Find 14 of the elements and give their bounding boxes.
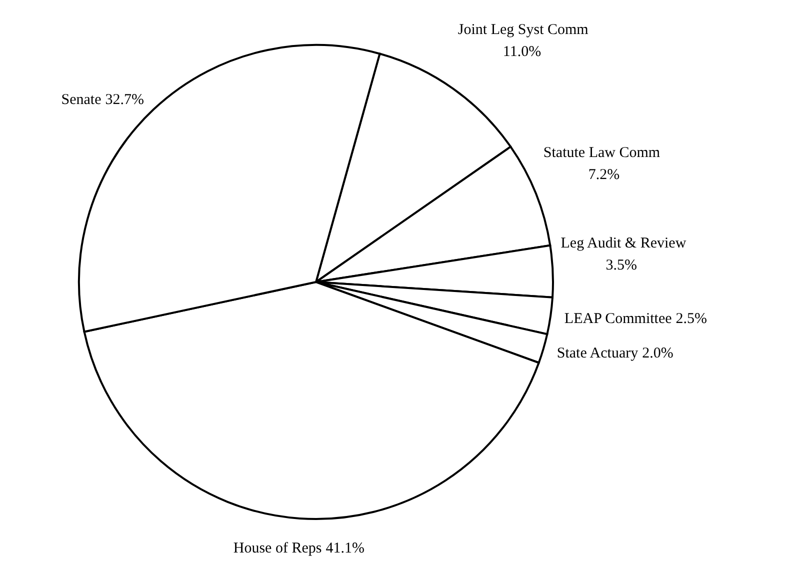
slice-label: Leg Audit & Review [560, 236, 686, 252]
slice-label: Joint Leg Syst Comm [458, 22, 589, 38]
data-label: 32.7% [105, 92, 144, 108]
slice-label: Senate [61, 92, 102, 108]
data-label: 3.5% [606, 258, 637, 274]
slice-label: LEAP Committee [564, 310, 672, 327]
slice-label: House of Reps [233, 540, 322, 556]
data-label: 7.2% [588, 166, 620, 183]
data-label: 41.1% [326, 540, 364, 556]
data-label: 11.0% [502, 44, 542, 60]
slice-label: Statute Law Comm [543, 144, 660, 161]
slice-label: State Actuary [556, 346, 639, 362]
data-label: 2.0% [642, 346, 674, 362]
data-label: 2.5% [676, 310, 708, 327]
